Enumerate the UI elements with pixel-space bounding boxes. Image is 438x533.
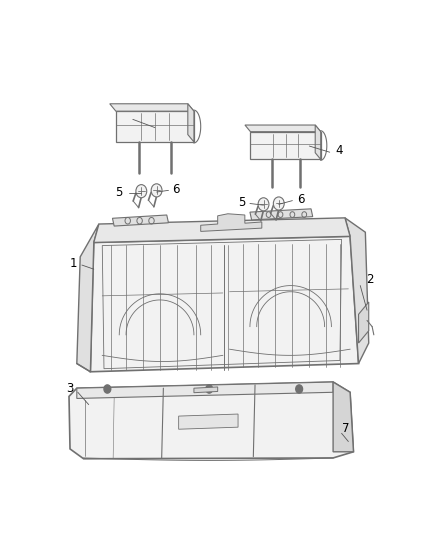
Circle shape	[206, 385, 212, 393]
Circle shape	[273, 197, 284, 210]
Polygon shape	[251, 132, 321, 159]
Polygon shape	[315, 125, 321, 159]
Text: 5: 5	[116, 187, 123, 199]
Polygon shape	[179, 414, 238, 429]
Polygon shape	[245, 125, 321, 132]
Polygon shape	[250, 209, 313, 220]
Text: 2: 2	[366, 273, 374, 286]
Polygon shape	[113, 215, 169, 226]
Circle shape	[151, 184, 162, 197]
Polygon shape	[194, 387, 218, 393]
Polygon shape	[188, 104, 194, 142]
Polygon shape	[116, 111, 194, 142]
Text: 4: 4	[336, 144, 343, 157]
Text: 6: 6	[173, 183, 180, 196]
Polygon shape	[110, 104, 194, 111]
Circle shape	[104, 385, 111, 393]
Text: 5: 5	[238, 196, 245, 209]
Polygon shape	[333, 382, 353, 452]
Polygon shape	[359, 302, 369, 343]
Circle shape	[296, 385, 303, 393]
Polygon shape	[345, 218, 369, 364]
Text: 7: 7	[342, 422, 350, 435]
Text: 1: 1	[69, 257, 77, 270]
Polygon shape	[69, 382, 353, 459]
Polygon shape	[77, 224, 99, 372]
Polygon shape	[94, 218, 350, 243]
Circle shape	[258, 198, 269, 211]
Polygon shape	[201, 214, 262, 231]
Circle shape	[136, 184, 147, 198]
Polygon shape	[90, 236, 359, 372]
Text: 4: 4	[117, 110, 125, 123]
Polygon shape	[77, 382, 333, 399]
Text: 3: 3	[66, 382, 74, 394]
Text: 6: 6	[297, 193, 304, 206]
